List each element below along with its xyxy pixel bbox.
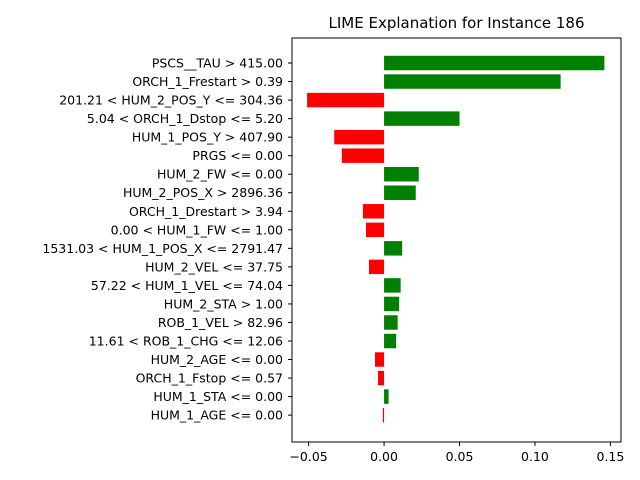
x-tick-label: 0.00 [370, 449, 398, 464]
x-tick-label: −0.05 [289, 449, 327, 464]
bar-14 [384, 296, 400, 312]
bar-20 [382, 407, 385, 423]
bar-17 [375, 352, 385, 367]
y-tick-label: 0.00 < HUM_1_FW <= 1.00 [111, 222, 283, 237]
y-tick-label: HUM_1_POS_Y > 407.90 [132, 130, 283, 145]
y-tick-label: HUM_2_VEL <= 37.75 [145, 259, 283, 274]
y-tick-label: HUM_2_AGE <= 0.00 [151, 352, 283, 367]
y-tick-label: 201.21 < HUM_2_POS_Y <= 304.36 [59, 93, 283, 108]
bar-4 [384, 111, 460, 126]
bar-18 [378, 370, 385, 386]
y-tick-label: 5.04 < ORCH_1_Dstop <= 5.20 [87, 111, 283, 126]
bar-13 [384, 278, 401, 293]
y-tick-label: HUM_2_FW <= 0.00 [157, 167, 283, 182]
y-tick-label: ORCH_1_Fstop <= 0.57 [136, 371, 283, 386]
chart-title: LIME Explanation for Instance 186 [329, 14, 585, 32]
y-tick-label: HUM_2_POS_X > 2896.36 [123, 185, 283, 200]
y-tick-label: 57.22 < HUM_1_VEL <= 74.04 [91, 278, 283, 293]
y-tick-label: ORCH_1_Drestart > 3.94 [129, 204, 283, 219]
y-tick-label: 1531.03 < HUM_1_POS_X <= 2791.47 [42, 241, 283, 256]
plot-frame [291, 37, 622, 443]
bar-12 [368, 259, 385, 275]
y-tick-label: PSCS__TAU > 415.00 [152, 56, 283, 71]
y-tick-label: PRGS <= 0.00 [192, 148, 283, 163]
y-tick-label: HUM_2_STA > 1.00 [164, 296, 283, 311]
bar-16 [384, 333, 397, 349]
y-tick-label: HUM_1_STA <= 0.00 [153, 389, 283, 404]
bar-10 [365, 222, 385, 238]
bar-5 [334, 129, 385, 145]
bar-15 [384, 315, 398, 330]
bar-6 [341, 148, 385, 163]
bar-11 [384, 241, 403, 256]
bars-group [307, 55, 605, 423]
bar-19 [384, 389, 389, 404]
x-tick-label: 0.15 [597, 449, 625, 464]
y-tick-label: ORCH_1_Frestart > 0.39 [132, 74, 283, 89]
y-ticks-group: PSCS__TAU > 415.00 ORCH_1_Frestart > 0.39… [42, 56, 292, 423]
bar-1 [384, 55, 605, 71]
x-ticks-group: −0.05 0.00 0.05 0.10 0.15 [289, 442, 624, 464]
bar-9 [362, 204, 385, 219]
bar-3 [307, 92, 385, 108]
x-tick-label: 0.05 [446, 449, 474, 464]
bar-8 [384, 185, 416, 200]
y-tick-label: 11.61 < ROB_1_CHG <= 12.06 [89, 334, 283, 349]
y-tick-label: ROB_1_VEL > 82.96 [158, 315, 283, 330]
bar-7 [384, 166, 419, 182]
x-tick-label: 0.10 [521, 449, 549, 464]
bar-2 [384, 74, 561, 89]
y-tick-label: HUM_1_AGE <= 0.00 [151, 408, 283, 423]
